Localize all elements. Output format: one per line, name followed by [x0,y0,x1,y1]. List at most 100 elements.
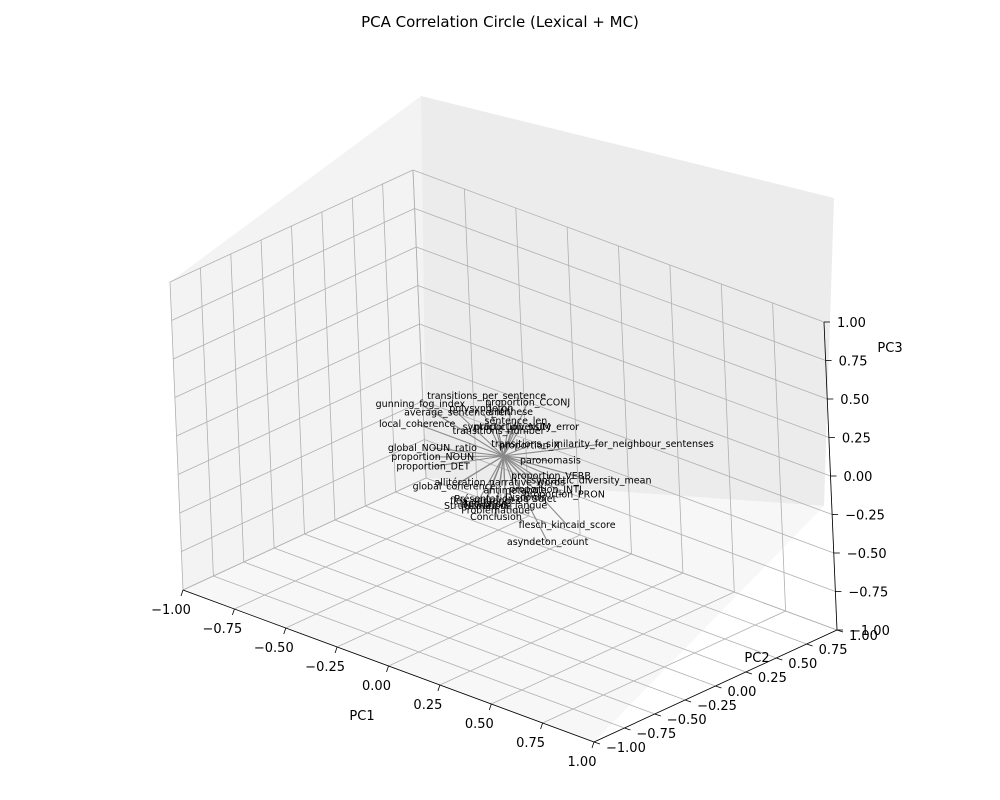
z-axis-label: PC3 [877,341,902,356]
loading-vector [503,455,565,496]
gridline [176,323,420,437]
point-label: local_coherence [379,419,456,430]
point-label: Discours [505,493,546,504]
x-tick-label: −0.50 [254,641,294,656]
z-tick-label: 0.00 [844,470,873,485]
y-tick-mark [836,629,844,633]
loading-vector [433,455,504,467]
point-label: proportion_NUM [474,422,551,433]
loading-vector [495,455,505,517]
x-tick-label: −1.00 [151,603,191,618]
point-label: paronomasis [520,456,581,467]
x-tick-mark [283,627,287,635]
y-tick-mark [745,671,753,675]
point-label: proportion_X [499,440,560,451]
point-label: antimetabole [484,486,547,497]
point-label: allitération [434,477,485,488]
point-label: Problématique [461,506,530,517]
y-tick-mark [593,741,601,745]
loading-vector [503,455,552,477]
point-label: flex_sentences [450,496,521,507]
x-tick-label: −0.75 [202,622,242,637]
point-label: Conclusion [470,512,522,523]
gridline [174,285,419,398]
x-tick-label: 1.00 [568,755,597,770]
point-label: flesch_kincaid_score [519,520,616,531]
z-tick-label: 1.00 [837,316,866,331]
x-tick-label: 0.50 [465,717,494,732]
y-tick-label: 0.75 [819,643,848,658]
y-tick-label: −1.00 [606,741,646,756]
y-tick-mark [624,727,631,731]
y-tick-label: −0.25 [697,699,737,714]
x-tick-mark [591,741,595,749]
z-tick-label: −1.00 [850,624,890,639]
point-label: transitions_number [452,426,544,437]
y-tick-label: 0.50 [788,657,817,672]
x-tick-mark [334,646,338,654]
gridline [542,610,786,724]
loading-vector [502,426,514,457]
x-tick-mark [180,589,184,597]
gridline [304,533,716,687]
point-label: transitions_per_sentence [427,391,546,402]
x-tick-mark [386,665,389,673]
point-label: average_sentence_len [404,408,510,419]
x-tick-mark [232,608,235,616]
pane-floor [183,478,824,742]
y-tick-label: −0.50 [667,713,707,728]
loading-vector [502,402,529,457]
point-label: asyndeton_count [507,537,589,548]
x-tick-mark [540,722,543,730]
y-tick-label: 1.00 [849,629,878,644]
z-tick-label: −0.25 [845,509,885,524]
point-label: gunning_fog_index [376,399,466,410]
y-tick-mark [684,699,692,703]
point-label: global_coherence [413,481,496,492]
z-tick-label: −0.75 [848,586,888,601]
x-tick-mark [488,703,492,711]
y-tick-label: 0.00 [728,685,757,700]
loading-vector [456,412,504,457]
loading-vector [486,396,505,457]
point-label: proportion_VERB [511,471,591,482]
loading-vector [503,443,603,457]
point-label: Niveau de langue [464,500,548,511]
gridline [412,169,825,323]
y-tick-mark [715,685,722,689]
point-label: proportion_DET [396,461,470,472]
point-label: proportion_NOUN [391,452,474,463]
gridline [772,302,786,612]
x-tick-label: 0.25 [413,698,442,713]
x-tick-label: 0.00 [362,679,391,694]
point-label: syntactic_diversity_error [463,422,580,433]
z-tick-label: 0.50 [840,393,869,408]
loading-vector [503,455,592,481]
loading-vector [497,430,505,457]
gridline [171,208,415,321]
point-label: antithese [488,407,533,418]
loading-vector [432,455,504,458]
tick-labels: −1.00−1.00−1.00−0.75−0.75−0.75−0.50−0.50… [151,316,890,770]
point-label: Présentation du Sujet [454,494,556,505]
point-label: Métaphore [460,499,511,510]
point-label: proportion_PRON [524,490,605,501]
gridline [382,183,396,493]
x-tick-mark [437,684,441,692]
loading-vector [503,455,568,526]
point-label: syntactic_diversity_mean [531,475,651,486]
loading-vector [484,455,505,504]
loading-vector [480,408,504,457]
gridline [173,246,417,360]
gridline [334,519,747,673]
loading-vector [432,447,504,457]
x-tick-label: −0.25 [305,660,345,675]
gridline [669,264,684,574]
y-tick-mark [654,713,661,717]
point-label: proportion_INTJ [509,485,582,496]
loading-vectors [417,396,603,543]
loading-vector [503,455,549,543]
chart-title: PCA Correlation Circle (Lexical + MC) [361,13,639,31]
gridline [365,505,777,659]
